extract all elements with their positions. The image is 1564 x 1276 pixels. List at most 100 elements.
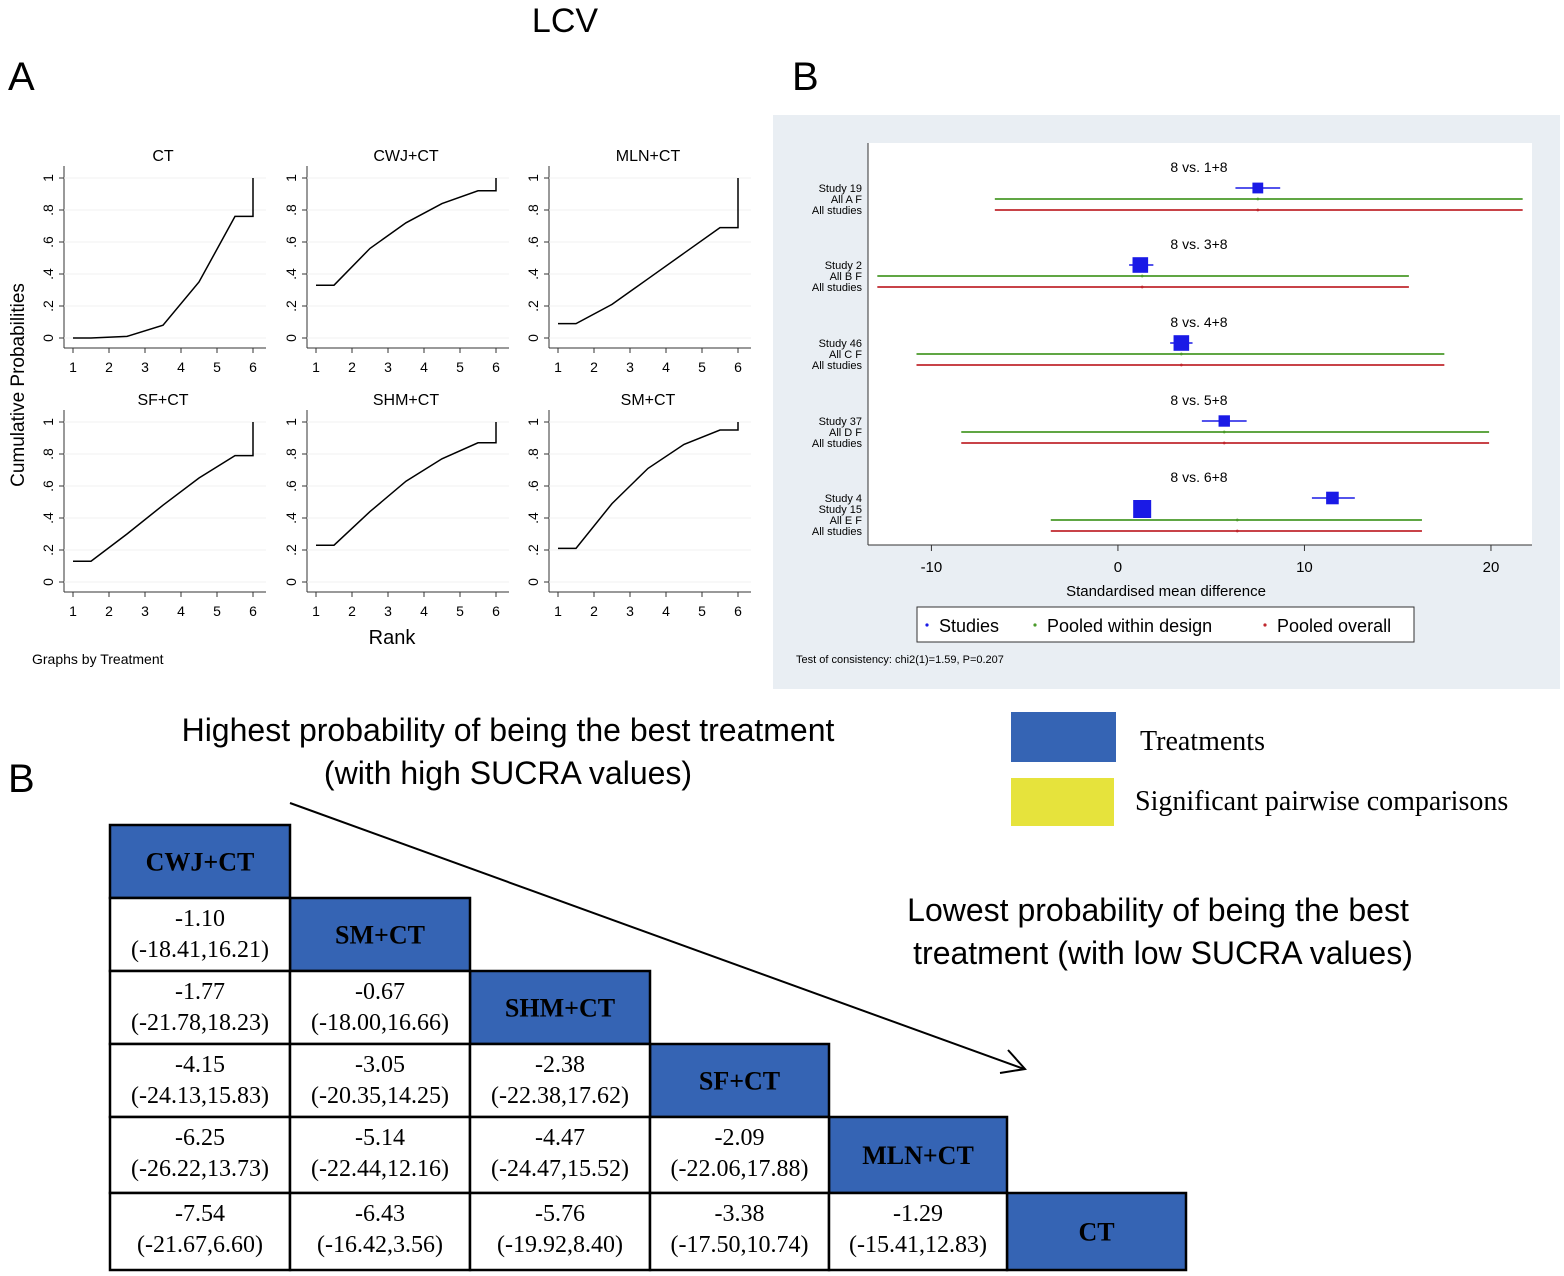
graphs-by-note: Graphs by Treatment [32, 651, 164, 667]
legend-entry: Studies [939, 616, 999, 636]
row-label: All studies [812, 526, 863, 538]
y-tick-label: 0 [40, 334, 56, 342]
cumulative-probability-line [73, 178, 254, 339]
y-tick-label: .2 [40, 300, 56, 312]
treatment-label: SHM+CT [505, 994, 615, 1023]
y-tick-label: 1 [525, 418, 541, 426]
x-tick-label: 6 [249, 603, 257, 619]
legend-label-significant: Significant pairwise comparisons [1135, 786, 1508, 817]
x-tick-label: 6 [734, 359, 742, 375]
design-estimate-point [1256, 197, 1260, 201]
row-label: Study 2 [825, 260, 862, 272]
comparison-estimate: -4.15 [175, 1052, 225, 1078]
comparison-ci: (-22.44,12.16) [311, 1156, 449, 1182]
comparison-ci: (-22.06,17.88) [671, 1156, 809, 1182]
x-tick-label: 3 [384, 359, 392, 375]
y-tick-label: .8 [40, 204, 56, 216]
comparison-cell [288, 1115, 472, 1195]
treatment-cell [1005, 1191, 1188, 1272]
comparison-title: 8 vs. 4+8 [1170, 314, 1227, 330]
y-tick-label: .8 [283, 204, 299, 216]
comparison-ci: (-18.41,16.21) [131, 937, 269, 963]
treatment-cell [468, 969, 652, 1046]
y-tick-label: .4 [40, 268, 56, 280]
forest-plot: Standardised mean difference Test of con… [796, 143, 1532, 666]
y-tick-label: .2 [40, 544, 56, 556]
x-tick-label: 1 [554, 603, 562, 619]
comparison-cell [108, 1042, 292, 1119]
design-estimate-point [1140, 274, 1144, 278]
forest-x-tick-label: 10 [1296, 559, 1313, 576]
y-tick-label: .6 [283, 480, 299, 492]
forest-x-axis-label: Standardised mean difference [1066, 583, 1266, 600]
x-axis-label: Rank [369, 627, 417, 649]
comparison-cell [468, 1042, 652, 1119]
y-tick-label: 1 [40, 418, 56, 426]
legend-swatch-significant [1011, 778, 1114, 826]
subplot-title: SHM+CT [373, 392, 439, 409]
x-tick-label: 5 [213, 359, 221, 375]
design-estimate-point [1235, 518, 1239, 522]
arrow-head-icon [999, 1049, 1027, 1074]
row-label: All E F [830, 515, 863, 527]
cumulative-probability-line [316, 178, 497, 286]
y-tick-label: .6 [525, 236, 541, 248]
comparison-ci: (-21.78,18.23) [131, 1010, 269, 1036]
comparison-estimate: -3.38 [715, 1201, 765, 1227]
x-tick-label: 1 [69, 603, 77, 619]
x-tick-label: 1 [69, 359, 77, 375]
best-annotation-line2: (with high SUCRA values) [324, 755, 692, 791]
x-tick-label: 5 [698, 603, 706, 619]
row-label: All studies [812, 438, 863, 450]
comparison-ci: (-24.13,15.83) [131, 1083, 269, 1109]
forest-x-tick-label: -10 [921, 559, 943, 576]
design-estimate-point [1179, 352, 1183, 356]
x-tick-label: 4 [662, 603, 670, 619]
x-tick-label: 4 [420, 359, 428, 375]
rank-subplot: CT 0 .2 .4 .6 .8 1 1 2 3 4 5 6 [40, 148, 266, 375]
comparison-estimate: -2.09 [715, 1125, 765, 1151]
x-tick-label: 4 [177, 359, 185, 375]
y-tick-label: 1 [525, 174, 541, 182]
study-estimate-square [1218, 415, 1230, 427]
y-tick-label: .4 [525, 512, 541, 524]
x-tick-label: 5 [456, 603, 464, 619]
row-label: Study 19 [819, 183, 862, 195]
subplot-title: CT [152, 148, 174, 165]
y-tick-label: .4 [40, 512, 56, 524]
x-tick-label: 3 [626, 359, 634, 375]
y-tick-label: .8 [525, 204, 541, 216]
x-tick-label: 4 [420, 603, 428, 619]
subplot-title: MLN+CT [616, 148, 681, 165]
treatment-cell [108, 823, 292, 900]
comparison-cell [288, 1042, 472, 1119]
comparison-estimate: -7.54 [175, 1201, 225, 1227]
treatment-label: CT [1078, 1218, 1114, 1247]
rank-subplot: SF+CT 0 .2 .4 .6 .8 1 1 2 3 4 5 6 [40, 392, 266, 619]
legend-marker [925, 623, 929, 627]
y-tick-label: .2 [525, 544, 541, 556]
rank-subplot: SM+CT 0 .2 .4 .6 .8 1 1 2 3 4 5 6 [525, 392, 751, 619]
comparison-estimate: -0.67 [355, 979, 405, 1005]
comparison-estimate: -5.76 [535, 1201, 585, 1227]
row-label: All studies [812, 205, 863, 217]
comparison-ci: (-22.38,17.62) [491, 1083, 629, 1109]
comparison-cell [288, 1191, 472, 1272]
y-tick-label: .8 [283, 448, 299, 460]
row-label: All studies [812, 360, 863, 372]
legend-entry: Pooled within design [1047, 616, 1212, 636]
y-tick-label: .6 [40, 236, 56, 248]
overall-estimate-point [1140, 285, 1144, 289]
y-tick-label: 0 [525, 334, 541, 342]
row-label: Study 15 [819, 504, 862, 516]
comparison-title: 8 vs. 6+8 [1170, 469, 1227, 485]
cumulative-probability-line [316, 422, 497, 546]
comparison-title: 8 vs. 1+8 [1170, 159, 1227, 175]
comparison-ci: (-15.41,12.83) [849, 1232, 987, 1258]
x-tick-label: 6 [492, 603, 500, 619]
row-label: All D F [829, 427, 862, 439]
